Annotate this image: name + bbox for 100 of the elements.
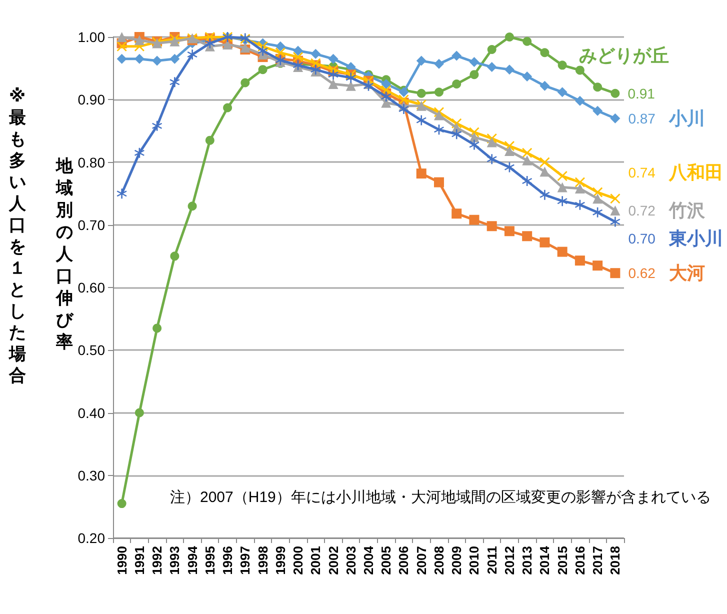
point (452, 79, 462, 88)
x-tick-label: 1996 (220, 546, 236, 575)
point (416, 88, 426, 98)
x-tick-label: 2011 (484, 546, 500, 574)
point (398, 104, 409, 114)
point (610, 194, 620, 204)
point (522, 148, 532, 158)
x-tick-label: 1998 (255, 546, 270, 575)
point (486, 154, 497, 164)
y-tick-label: 1.00 (78, 29, 106, 45)
x-tick-label: 2005 (378, 546, 394, 575)
point (416, 56, 426, 66)
data-label: 0.70 (628, 230, 656, 247)
point (204, 38, 215, 48)
point (558, 60, 567, 70)
point (610, 88, 620, 98)
point (557, 196, 568, 206)
point (487, 45, 496, 54)
point (486, 137, 497, 148)
point (470, 70, 479, 80)
point (170, 252, 180, 261)
y-tick-label: 0.80 (78, 154, 106, 170)
point (557, 182, 568, 192)
point (434, 110, 444, 120)
point (592, 106, 603, 116)
point (504, 64, 514, 75)
x-tick-label: 1995 (202, 546, 218, 575)
point (188, 202, 197, 211)
text: 大河 (668, 263, 706, 284)
point (310, 48, 321, 59)
point (187, 50, 198, 60)
point (522, 36, 532, 46)
point (293, 46, 304, 56)
x-tick-label: 1993 (167, 546, 182, 575)
point (522, 71, 532, 82)
point (134, 35, 144, 46)
point (610, 216, 620, 227)
point (134, 54, 144, 64)
y-tick-label: 0.90 (78, 92, 106, 108)
point (504, 226, 514, 236)
point (540, 157, 550, 168)
point (434, 58, 444, 69)
point (574, 177, 585, 188)
point (275, 41, 286, 52)
point (574, 200, 585, 210)
point (152, 120, 162, 131)
point (170, 77, 180, 88)
point (522, 155, 532, 166)
point (540, 237, 550, 248)
annotation: 注）2007（H19）年には小川地域・大河地域間の区域変更の影響が含まれている (170, 489, 711, 506)
point (486, 221, 497, 232)
point (592, 260, 603, 271)
point (469, 214, 480, 225)
point (328, 70, 338, 80)
point (152, 56, 162, 66)
x-tick-label: 1991 (132, 546, 147, 575)
point (398, 87, 409, 98)
point (223, 103, 232, 112)
y-tick-label: 0.30 (78, 467, 106, 484)
x-tick-label: 1992 (150, 546, 165, 575)
point (381, 91, 392, 102)
point (469, 140, 480, 150)
y-tick-label: 0.70 (78, 216, 106, 233)
point (574, 256, 585, 266)
point (504, 32, 514, 42)
point (346, 80, 356, 91)
point (134, 408, 144, 418)
point (170, 54, 180, 64)
x-tick-label: 1990 (114, 546, 130, 575)
point (486, 62, 497, 72)
data-label: 0.74 (628, 164, 656, 181)
point (346, 72, 356, 83)
y-tick-label: 0.50 (78, 342, 106, 358)
point (574, 184, 585, 194)
point (416, 168, 426, 179)
text: ※最も多い人口を１とした場合 (9, 86, 26, 385)
x-tick-label: 2009 (449, 546, 464, 575)
point (205, 136, 214, 145)
point (240, 78, 250, 88)
text: 地域別の人口伸び率 (56, 156, 73, 352)
point (381, 98, 392, 108)
point (381, 78, 392, 89)
point (275, 48, 286, 58)
data-label: 0.91 (628, 85, 656, 102)
point (434, 177, 444, 188)
x-tick-label: 2018 (608, 546, 623, 575)
x-tick-label: 2007 (414, 546, 429, 575)
y-tick-label: 0.40 (78, 404, 106, 421)
data-label: 0.72 (628, 202, 656, 218)
point (575, 66, 584, 75)
point (610, 205, 620, 216)
y-tick-label: 0.60 (78, 280, 106, 296)
series-label: みどりが丘 (579, 45, 670, 66)
point (522, 176, 532, 186)
point (117, 499, 126, 508)
x-tick-label: 1999 (272, 546, 288, 575)
point (134, 148, 144, 158)
x-tick-label: 2000 (290, 546, 306, 575)
point (557, 171, 568, 182)
point (540, 166, 550, 177)
